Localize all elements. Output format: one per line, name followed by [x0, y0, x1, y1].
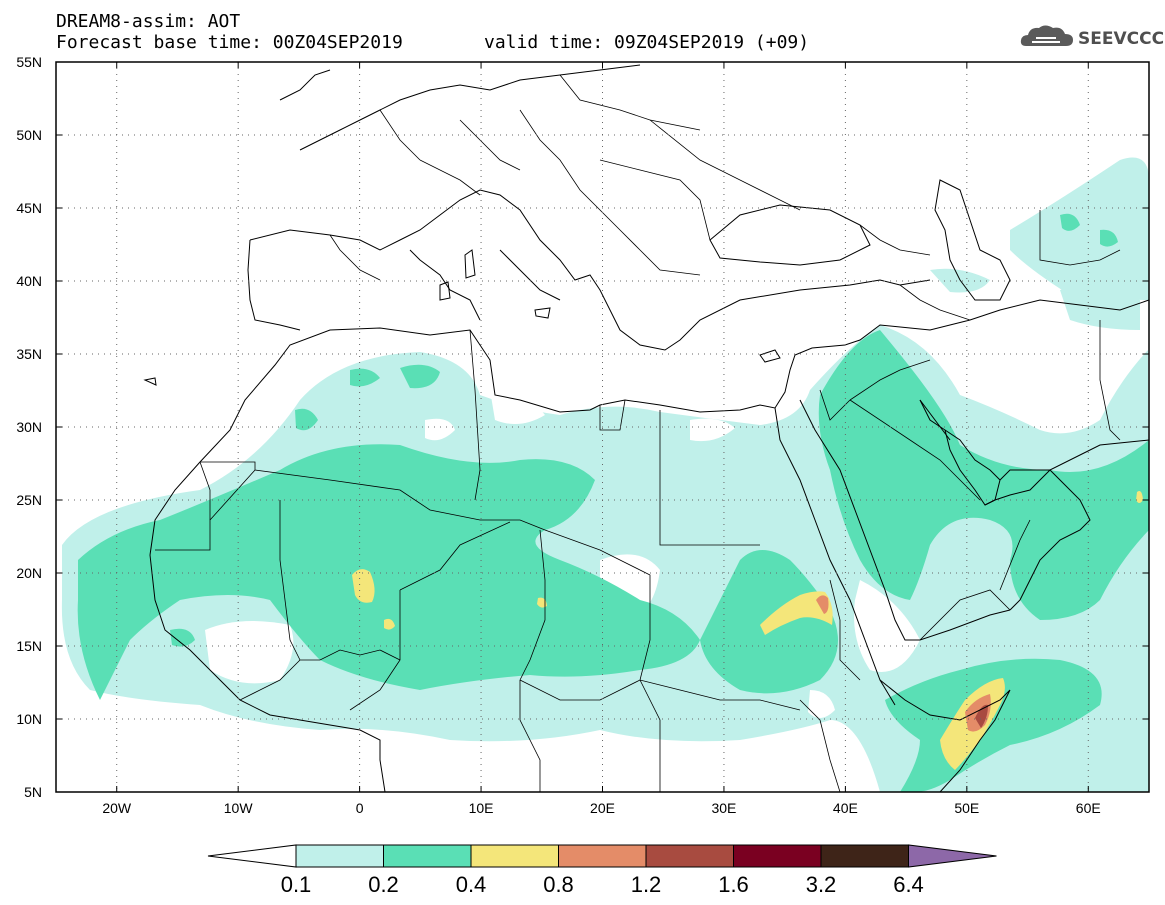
colorbar-label: 6.4	[893, 872, 924, 897]
colorbar-label: 0.2	[368, 872, 399, 897]
colorbar-label: 0.8	[543, 872, 574, 897]
lat-label: 50N	[16, 127, 42, 143]
colorbar-segment	[645, 844, 734, 868]
lat-label: 5N	[24, 784, 42, 800]
lat-label: 45N	[16, 200, 42, 216]
colorbar-segment	[558, 844, 647, 868]
valid-time: valid time: 09Z04SEP2019 (+09)	[484, 32, 810, 53]
lon-label: 10W	[223, 800, 253, 816]
seevccc-logo: SEEVCCC	[1018, 22, 1164, 52]
colorbar-segment	[383, 844, 472, 868]
forecast-base-time: Forecast base time: 00Z04SEP2019	[56, 32, 403, 53]
colorbar-max-arrow	[908, 844, 997, 868]
lat-label: 40N	[16, 273, 42, 289]
colorbar-label: 1.6	[718, 872, 749, 897]
colorbar-min-arrow	[207, 844, 297, 868]
aot-level-0-2	[77, 213, 1149, 792]
lat-label: 20N	[16, 565, 42, 581]
borders	[155, 74, 1121, 792]
lat-label: 55N	[16, 54, 42, 70]
colorbar-segment	[470, 844, 559, 868]
colorbar-label: 3.2	[805, 872, 837, 897]
lat-label: 15N	[16, 638, 42, 654]
cloud-icon	[1020, 25, 1073, 46]
lon-label: 30E	[711, 800, 737, 816]
lon-label: 10E	[468, 800, 494, 816]
lon-label: 20W	[102, 800, 132, 816]
colorbar	[207, 844, 997, 868]
clear-areas	[205, 390, 950, 719]
colorbar-label: 0.1	[280, 872, 312, 897]
lon-label: 20E	[590, 800, 615, 816]
colorbar-segment	[295, 844, 384, 868]
lon-label: 50E	[954, 800, 980, 816]
axis-ticks	[56, 61, 1149, 793]
aot-field	[61, 64, 1149, 792]
lat-label: 10N	[16, 711, 42, 727]
colorbar-label: 1.2	[630, 872, 662, 897]
colorbar-segment	[820, 844, 909, 868]
lon-label: 60E	[1075, 800, 1101, 816]
lat-label: 30N	[16, 419, 42, 435]
lat-label: 25N	[16, 492, 42, 508]
colorbar-label: 0.4	[455, 872, 487, 897]
lon-label: 40E	[832, 800, 858, 816]
aot-level-1-2	[975, 704, 988, 728]
graticule	[56, 62, 1149, 792]
lon-label: 0	[355, 800, 364, 816]
logo-text: SEEVCCC	[1078, 29, 1165, 49]
map-title: DREAM8-assim: AOT	[56, 11, 241, 32]
lat-label: 35N	[16, 346, 42, 362]
colorbar-segment	[733, 844, 822, 868]
